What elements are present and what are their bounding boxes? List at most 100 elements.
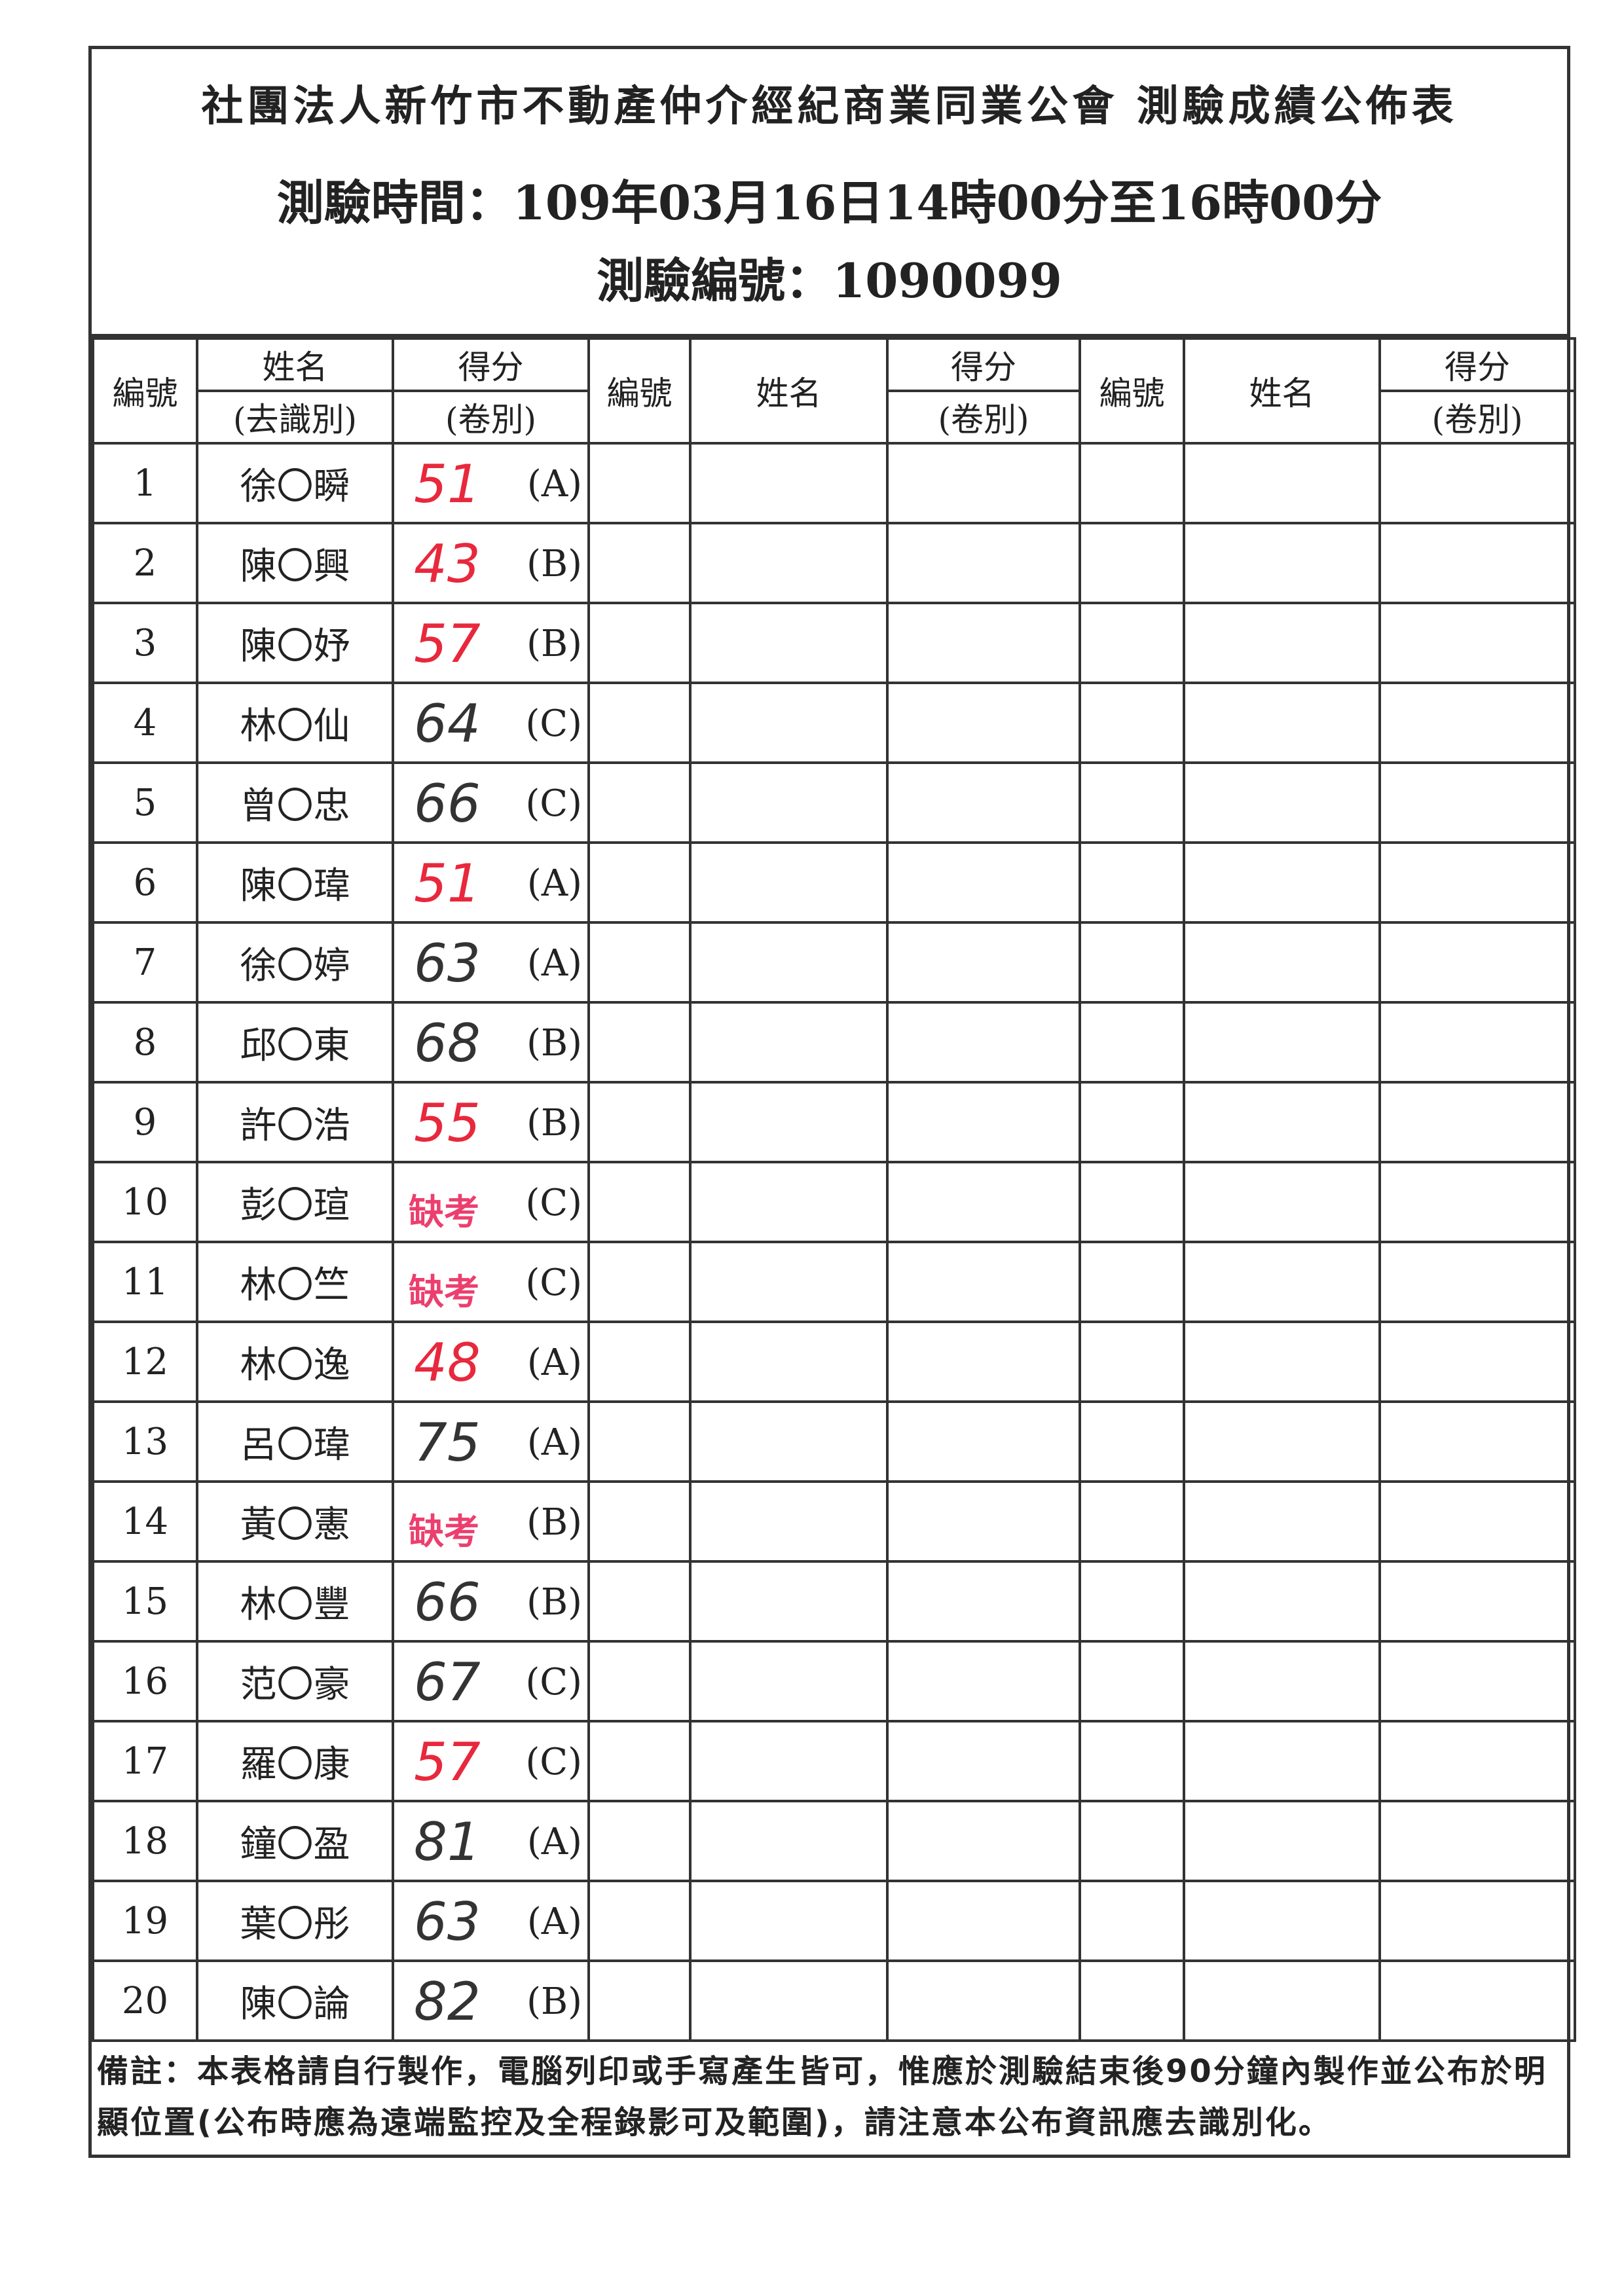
col-score-sub-3: (卷別) bbox=[1378, 390, 1576, 445]
row-no: 11 bbox=[92, 1241, 198, 1323]
empty-cell bbox=[1378, 1241, 1576, 1323]
empty-cell bbox=[587, 1241, 692, 1323]
row-no: 7 bbox=[92, 921, 198, 1004]
table-row: 15 林〇豐 66 (B) bbox=[92, 1560, 1576, 1643]
col-score-2: 得分 bbox=[886, 337, 1081, 392]
table-row: 14 黃〇憲 缺考 (B) bbox=[92, 1480, 1576, 1563]
table-row: 5 曾〇忠 66 (C) bbox=[92, 761, 1576, 844]
empty-cell bbox=[1079, 1880, 1185, 1962]
empty-cell bbox=[587, 1480, 692, 1563]
row-score-cell: 63 (A) bbox=[392, 921, 590, 1004]
row-no: 13 bbox=[92, 1400, 198, 1483]
table-row: 3 陳〇妤 57 (B) bbox=[92, 602, 1576, 684]
table-row: 6 陳〇瑋 51 (A) bbox=[92, 841, 1576, 924]
empty-cell bbox=[587, 1321, 692, 1403]
empty-cell bbox=[1183, 841, 1381, 924]
col-score-sub: (卷別) bbox=[392, 390, 590, 445]
empty-cell bbox=[587, 841, 692, 924]
empty-cell bbox=[689, 1720, 889, 1802]
empty-cell bbox=[1079, 1640, 1185, 1722]
empty-cell bbox=[689, 761, 889, 844]
empty-cell bbox=[1378, 1321, 1576, 1403]
empty-cell bbox=[886, 1480, 1081, 1563]
row-no: 20 bbox=[92, 1959, 198, 2042]
empty-cell bbox=[689, 682, 889, 764]
score-table: 編號 姓名 得分 編號 姓名 得分 編號 姓名 得分 (去識別) (卷別) (卷… bbox=[92, 337, 1576, 2042]
row-name: 林〇逸 bbox=[196, 1321, 394, 1403]
row-no: 9 bbox=[92, 1081, 198, 1163]
row-score-cell: 57 (C) bbox=[392, 1720, 590, 1802]
empty-cell bbox=[587, 1161, 692, 1243]
exam-code: 測驗編號：1090099 bbox=[597, 253, 1062, 308]
row-score: 82 bbox=[414, 1971, 481, 2032]
empty-cell bbox=[587, 1640, 692, 1722]
empty-cell bbox=[1378, 1400, 1576, 1483]
table-row: 4 林〇仙 64 (C) bbox=[92, 682, 1576, 764]
row-score-cell: 82 (B) bbox=[392, 1959, 590, 2042]
row-paper: (B) bbox=[526, 1102, 582, 1144]
empty-cell bbox=[689, 1959, 889, 2042]
row-no: 8 bbox=[92, 1001, 198, 1084]
row-score: 81 bbox=[414, 1812, 481, 1872]
row-no: 14 bbox=[92, 1480, 198, 1563]
table-row: 19 葉〇彤 63 (A) bbox=[92, 1880, 1576, 1962]
col-score-3: 得分 bbox=[1378, 337, 1576, 392]
row-no: 2 bbox=[92, 522, 198, 604]
row-score-cell: 缺考 (C) bbox=[392, 1161, 590, 1243]
empty-cell bbox=[886, 682, 1081, 764]
empty-cell bbox=[587, 921, 692, 1004]
row-name: 范〇豪 bbox=[196, 1640, 394, 1722]
empty-cell bbox=[1378, 1081, 1576, 1163]
empty-cell bbox=[886, 761, 1081, 844]
exam-time: 測驗時間：109年03月16日14時00分至16時00分 bbox=[276, 175, 1382, 230]
row-name: 黃〇憲 bbox=[196, 1480, 394, 1563]
col-name-sub: (去識別) bbox=[196, 390, 394, 445]
row-paper: (B) bbox=[526, 1980, 582, 2023]
row-score: 缺考 bbox=[409, 1191, 479, 1233]
empty-cell bbox=[689, 1880, 889, 1962]
row-score: 51 bbox=[414, 853, 481, 914]
row-paper: (B) bbox=[526, 1501, 582, 1544]
row-name: 邱〇東 bbox=[196, 1001, 394, 1084]
row-name: 許〇浩 bbox=[196, 1081, 394, 1163]
row-paper: (C) bbox=[525, 1661, 582, 1704]
empty-cell bbox=[587, 1880, 692, 1962]
empty-cell bbox=[1183, 1161, 1381, 1243]
score-sheet: 社團法人新竹市不動產仲介經紀商業同業公會 測驗成績公佈表 測驗時間：109年03… bbox=[88, 46, 1576, 2158]
empty-cell bbox=[1079, 1800, 1185, 1882]
empty-cell bbox=[886, 1001, 1081, 1084]
empty-cell bbox=[886, 921, 1081, 1004]
empty-cell bbox=[1378, 1959, 1576, 2042]
empty-cell bbox=[1079, 602, 1185, 684]
empty-cell bbox=[886, 442, 1081, 524]
table-row: 20 陳〇論 82 (B) bbox=[92, 1959, 1576, 2042]
empty-cell bbox=[1378, 1001, 1576, 1084]
table-row: 2 陳〇興 43 (B) bbox=[92, 522, 1576, 604]
empty-cell bbox=[689, 602, 889, 684]
row-score: 缺考 bbox=[409, 1510, 479, 1552]
empty-cell bbox=[1183, 1880, 1381, 1962]
row-score: 55 bbox=[414, 1093, 481, 1154]
row-score: 64 bbox=[414, 693, 481, 754]
empty-cell bbox=[1183, 1800, 1381, 1882]
empty-cell bbox=[1079, 1241, 1185, 1323]
empty-cell bbox=[1079, 1081, 1185, 1163]
table-row: 16 范〇豪 67 (C) bbox=[92, 1640, 1576, 1722]
empty-cell bbox=[1183, 1001, 1381, 1084]
empty-cell bbox=[886, 1081, 1081, 1163]
row-score: 67 bbox=[414, 1652, 481, 1713]
row-no: 19 bbox=[92, 1880, 198, 1962]
empty-cell bbox=[1378, 841, 1576, 924]
row-score-cell: 63 (A) bbox=[392, 1880, 590, 1962]
empty-cell bbox=[1079, 921, 1185, 1004]
row-score-cell: 43 (B) bbox=[392, 522, 590, 604]
row-paper: (B) bbox=[526, 543, 582, 585]
row-paper: (C) bbox=[525, 782, 582, 825]
empty-cell bbox=[1183, 442, 1381, 524]
col-no-2: 編號 bbox=[587, 337, 692, 445]
empty-cell bbox=[886, 1321, 1081, 1403]
empty-cell bbox=[1378, 682, 1576, 764]
empty-cell bbox=[689, 1800, 889, 1882]
empty-cell bbox=[1183, 921, 1381, 1004]
empty-cell bbox=[587, 1081, 692, 1163]
